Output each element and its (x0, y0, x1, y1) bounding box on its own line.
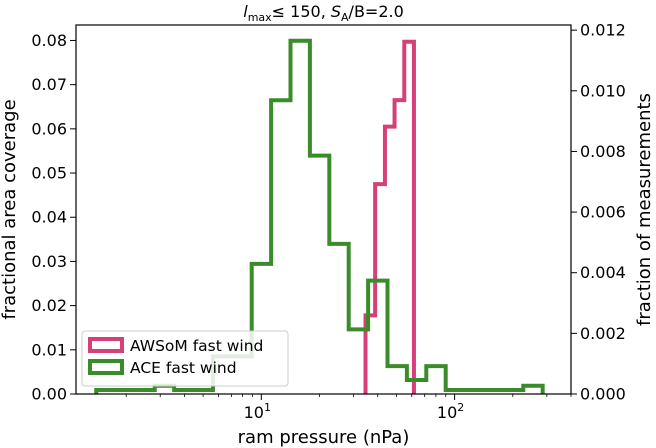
x-tick-base: 10 (437, 403, 457, 422)
title-rest: /B=2.0 (349, 2, 404, 21)
legend-swatch-0 (88, 337, 124, 353)
x-tick-label: 101 (244, 401, 271, 422)
x-axis-label: ram pressure (nPa) (238, 427, 410, 448)
x-tick-base: 10 (244, 403, 264, 422)
y-right-tick-label: 0.000 (580, 385, 626, 404)
y-right-tick-label: 0.004 (580, 263, 626, 282)
x-tick-exponent: 1 (264, 401, 271, 414)
y-right-tick-label: 0.002 (580, 324, 626, 343)
title-s: S (331, 2, 341, 21)
y-left-tick-label: 0.06 (31, 119, 67, 138)
histogram-series (94, 38, 545, 394)
x-tick-exponent: 2 (457, 401, 464, 414)
y-right-tick-label: 0.010 (580, 81, 626, 100)
legend: AWSoM fast wind ACE fast wind (81, 330, 289, 387)
title-text: lmax≤ 150, SA/B=2.0 (243, 2, 404, 24)
y-right-axis-label: fraction of measurements (634, 93, 655, 326)
title-sub-max: max (248, 11, 272, 24)
legend-label-0: AWSoM fast wind (130, 337, 263, 355)
y-right-tick-label: 0.006 (580, 203, 626, 222)
title-l: l (243, 2, 248, 21)
y-left-tick-label: 0.00 (31, 385, 67, 404)
legend-swatch-1 (88, 359, 124, 375)
x-tick-label: 102 (437, 401, 464, 422)
y-left-tick-label: 0.05 (31, 164, 67, 183)
y-right-tick-label: 0.008 (580, 142, 626, 161)
y-left-tick-label: 0.07 (31, 75, 67, 94)
y-left-tick-label: 0.08 (31, 31, 67, 50)
title-le: ≤ 150, (272, 2, 331, 21)
y-left-tick-label: 0.03 (31, 252, 67, 271)
legend-label-1: ACE fast wind (130, 359, 237, 377)
y-left-tick-label: 0.02 (31, 296, 67, 315)
y-right-tick-label: 0.012 (580, 21, 626, 40)
y-left-tick-label: 0.04 (31, 208, 67, 227)
title-sub-a: A (341, 11, 349, 24)
series-0-step-line (363, 39, 416, 394)
legend-box (81, 330, 289, 387)
y-left-axis-label: fractional area coverage (0, 99, 20, 319)
plot-axes: 0.00 0.01 0.02 0.03 0.04 0.05 0.06 0.07 0.08 0.00… (0, 21, 655, 448)
series-1-step-line (94, 38, 545, 394)
y-left-tick-label: 0.01 (31, 340, 67, 359)
plot-frame (75, 24, 572, 395)
chart-title: lmax≤ 150, SA/B=2.0 (243, 2, 404, 24)
